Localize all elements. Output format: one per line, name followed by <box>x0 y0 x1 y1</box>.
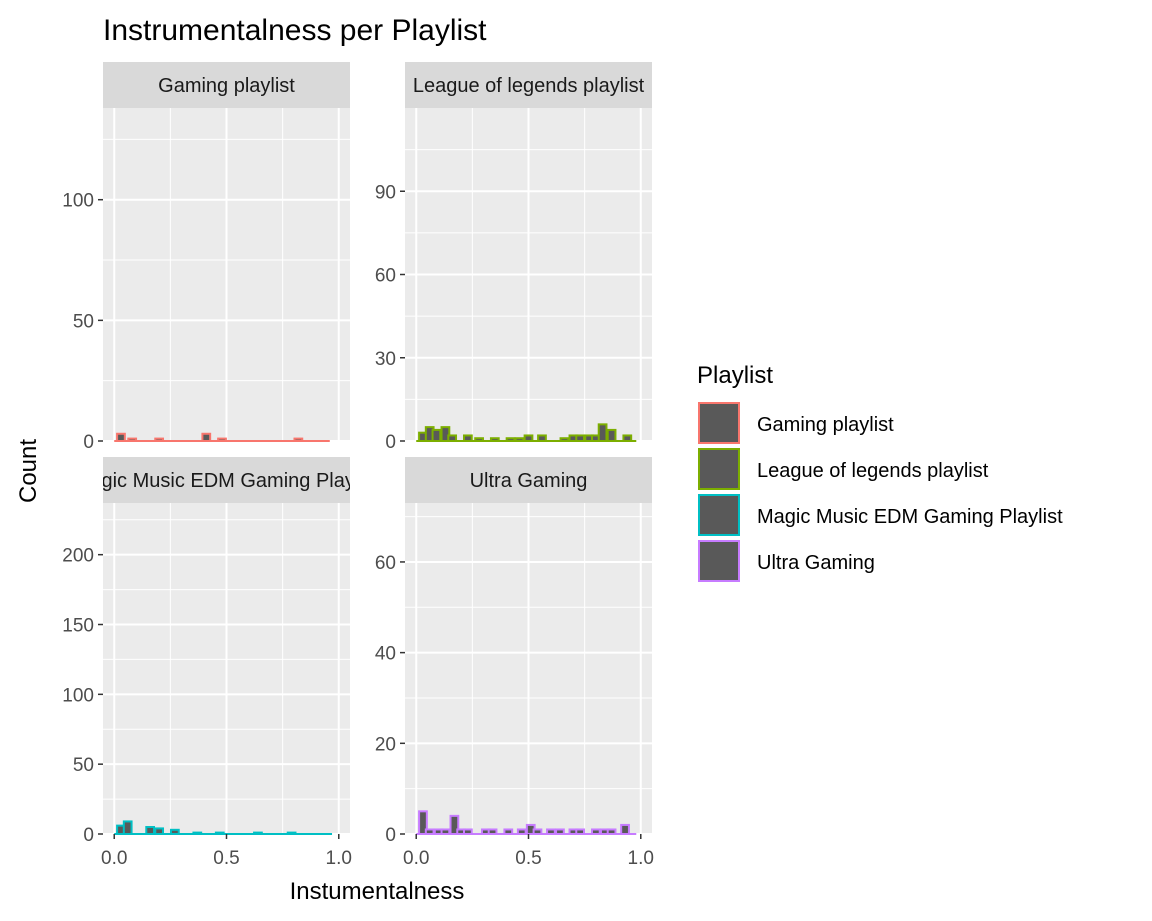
histogram-bar <box>532 828 543 836</box>
x-axis-title: Instumentalness <box>290 878 465 905</box>
histogram-bar <box>293 437 304 442</box>
histogram-bar <box>145 826 156 836</box>
histogram-bar <box>440 426 451 442</box>
legend: Playlist Gaming playlist League of legend… <box>697 362 1063 582</box>
y-tick-label: 60 <box>375 553 396 574</box>
histogram-bar <box>447 434 458 443</box>
facet-strip <box>405 457 652 503</box>
legend-item-gaming-playlist: Gaming playlist <box>698 402 894 444</box>
histogram-bar <box>474 437 484 443</box>
y-tick-label: 100 <box>62 685 94 706</box>
facet-strip <box>405 62 652 108</box>
histogram-bar <box>606 428 617 442</box>
x-tick-label: 1.0 <box>326 848 352 869</box>
y-tick-label: 40 <box>375 644 396 665</box>
histogram-bar <box>286 831 297 836</box>
histogram-bar <box>154 437 165 442</box>
histogram-bar <box>462 828 473 836</box>
histogram-bar <box>201 432 212 442</box>
legend-label: Ultra Gaming <box>757 552 875 574</box>
facet-panel-magic-music-edm-gaming-playlist: Magic Music EDM Gaming Playlist 0 50 100 150… <box>62 457 380 869</box>
y-tick-label: 100 <box>62 191 94 212</box>
y-tick-label: 0 <box>385 432 396 453</box>
histogram-bar <box>214 831 225 836</box>
histogram-bar <box>575 828 586 836</box>
facet-panel-ultra-gaming: Ultra Gaming 0 20 40 60 0.0 0.5 1.0 <box>375 457 654 869</box>
legend-item-magic-music-edm-gaming-playlist: Magic Music EDM Gaming Playlist <box>698 494 1063 536</box>
histogram-bar <box>555 828 565 836</box>
histogram-bar <box>449 814 460 836</box>
histogram-bar <box>440 828 451 836</box>
histogram-bar <box>487 828 498 836</box>
histogram-bar <box>192 831 203 836</box>
legend-label: League of legends playlist <box>757 460 989 482</box>
histogram-bar <box>546 828 556 836</box>
histogram-bar <box>597 423 608 443</box>
facet-panels: Gaming playlist 0 50 100 League of legends p… <box>62 62 654 869</box>
histogram-bar <box>559 437 570 443</box>
legend-key-swatch <box>698 448 740 490</box>
y-axis-title: Count <box>15 439 42 503</box>
y-tick-label: 0 <box>83 825 94 846</box>
histogram-bar <box>590 828 601 836</box>
histogram-bar <box>489 437 500 443</box>
histogram-bar <box>462 434 473 443</box>
facet-strip-label: Magic Music EDM Gaming Playlist <box>74 470 380 492</box>
facet-panel-league-of-legends-playlist: League of legends playlist 0 30 60 90 <box>375 62 652 453</box>
histogram-bar <box>622 434 633 443</box>
y-tick-label: 50 <box>73 755 94 776</box>
x-tick-label: 0.5 <box>213 848 239 869</box>
histogram-bar <box>523 434 534 443</box>
legend-key-swatch <box>698 494 740 536</box>
legend-item-league-of-legends-playlist: League of legends playlist <box>698 448 989 490</box>
histogram-bar <box>606 828 617 836</box>
histogram-bar <box>122 820 133 835</box>
histogram-bar <box>116 432 126 442</box>
y-tick-label: 60 <box>375 266 396 287</box>
facet-panel-gaming-playlist: Gaming playlist 0 50 100 <box>62 62 350 453</box>
histogram-bar <box>431 428 442 442</box>
chart-title: Instrumentalness per Playlist <box>103 14 487 47</box>
y-tick-label: 0 <box>385 825 396 846</box>
legend-key-swatch <box>698 540 740 582</box>
y-tick-label: 90 <box>375 182 396 203</box>
histogram-bar <box>418 810 428 836</box>
facet-strip <box>103 457 350 503</box>
histogram-bar <box>253 831 263 836</box>
histogram-bar <box>154 827 165 836</box>
histogram-bar <box>516 828 527 836</box>
facet-strip-label: League of legends playlist <box>413 75 645 97</box>
histogram-bar <box>537 434 547 443</box>
legend-item-ultra-gaming: Ultra Gaming <box>698 540 875 582</box>
histogram-bar <box>217 437 227 442</box>
histogram-bar <box>505 437 516 443</box>
legend-label: Gaming playlist <box>757 414 894 436</box>
x-tick-label: 0.5 <box>515 848 541 869</box>
facet-strip-label: Gaming playlist <box>158 75 295 97</box>
facet-strip-label: Ultra Gaming <box>470 470 588 492</box>
histogram-bar <box>424 828 435 836</box>
y-tick-label: 50 <box>73 311 94 332</box>
legend-label: Magic Music EDM Gaming Playlist <box>757 506 1063 528</box>
histogram-bar <box>620 823 630 836</box>
y-tick-label: 150 <box>62 616 94 637</box>
histogram-bar <box>127 437 138 442</box>
x-tick-label: 0.0 <box>403 848 429 869</box>
histogram-bar <box>503 828 514 836</box>
y-tick-label: 30 <box>375 349 396 370</box>
y-tick-label: 200 <box>62 546 94 567</box>
legend-title: Playlist <box>697 362 773 389</box>
histogram-bar <box>514 437 525 443</box>
histogram-bar <box>169 828 180 835</box>
y-tick-label: 20 <box>375 734 396 755</box>
facet-strip <box>103 62 350 108</box>
legend-key-swatch <box>698 402 740 444</box>
x-tick-label: 0.0 <box>101 848 127 869</box>
x-tick-label: 1.0 <box>628 848 654 869</box>
y-tick-label: 0 <box>83 432 94 453</box>
histogram-bar <box>575 434 586 443</box>
